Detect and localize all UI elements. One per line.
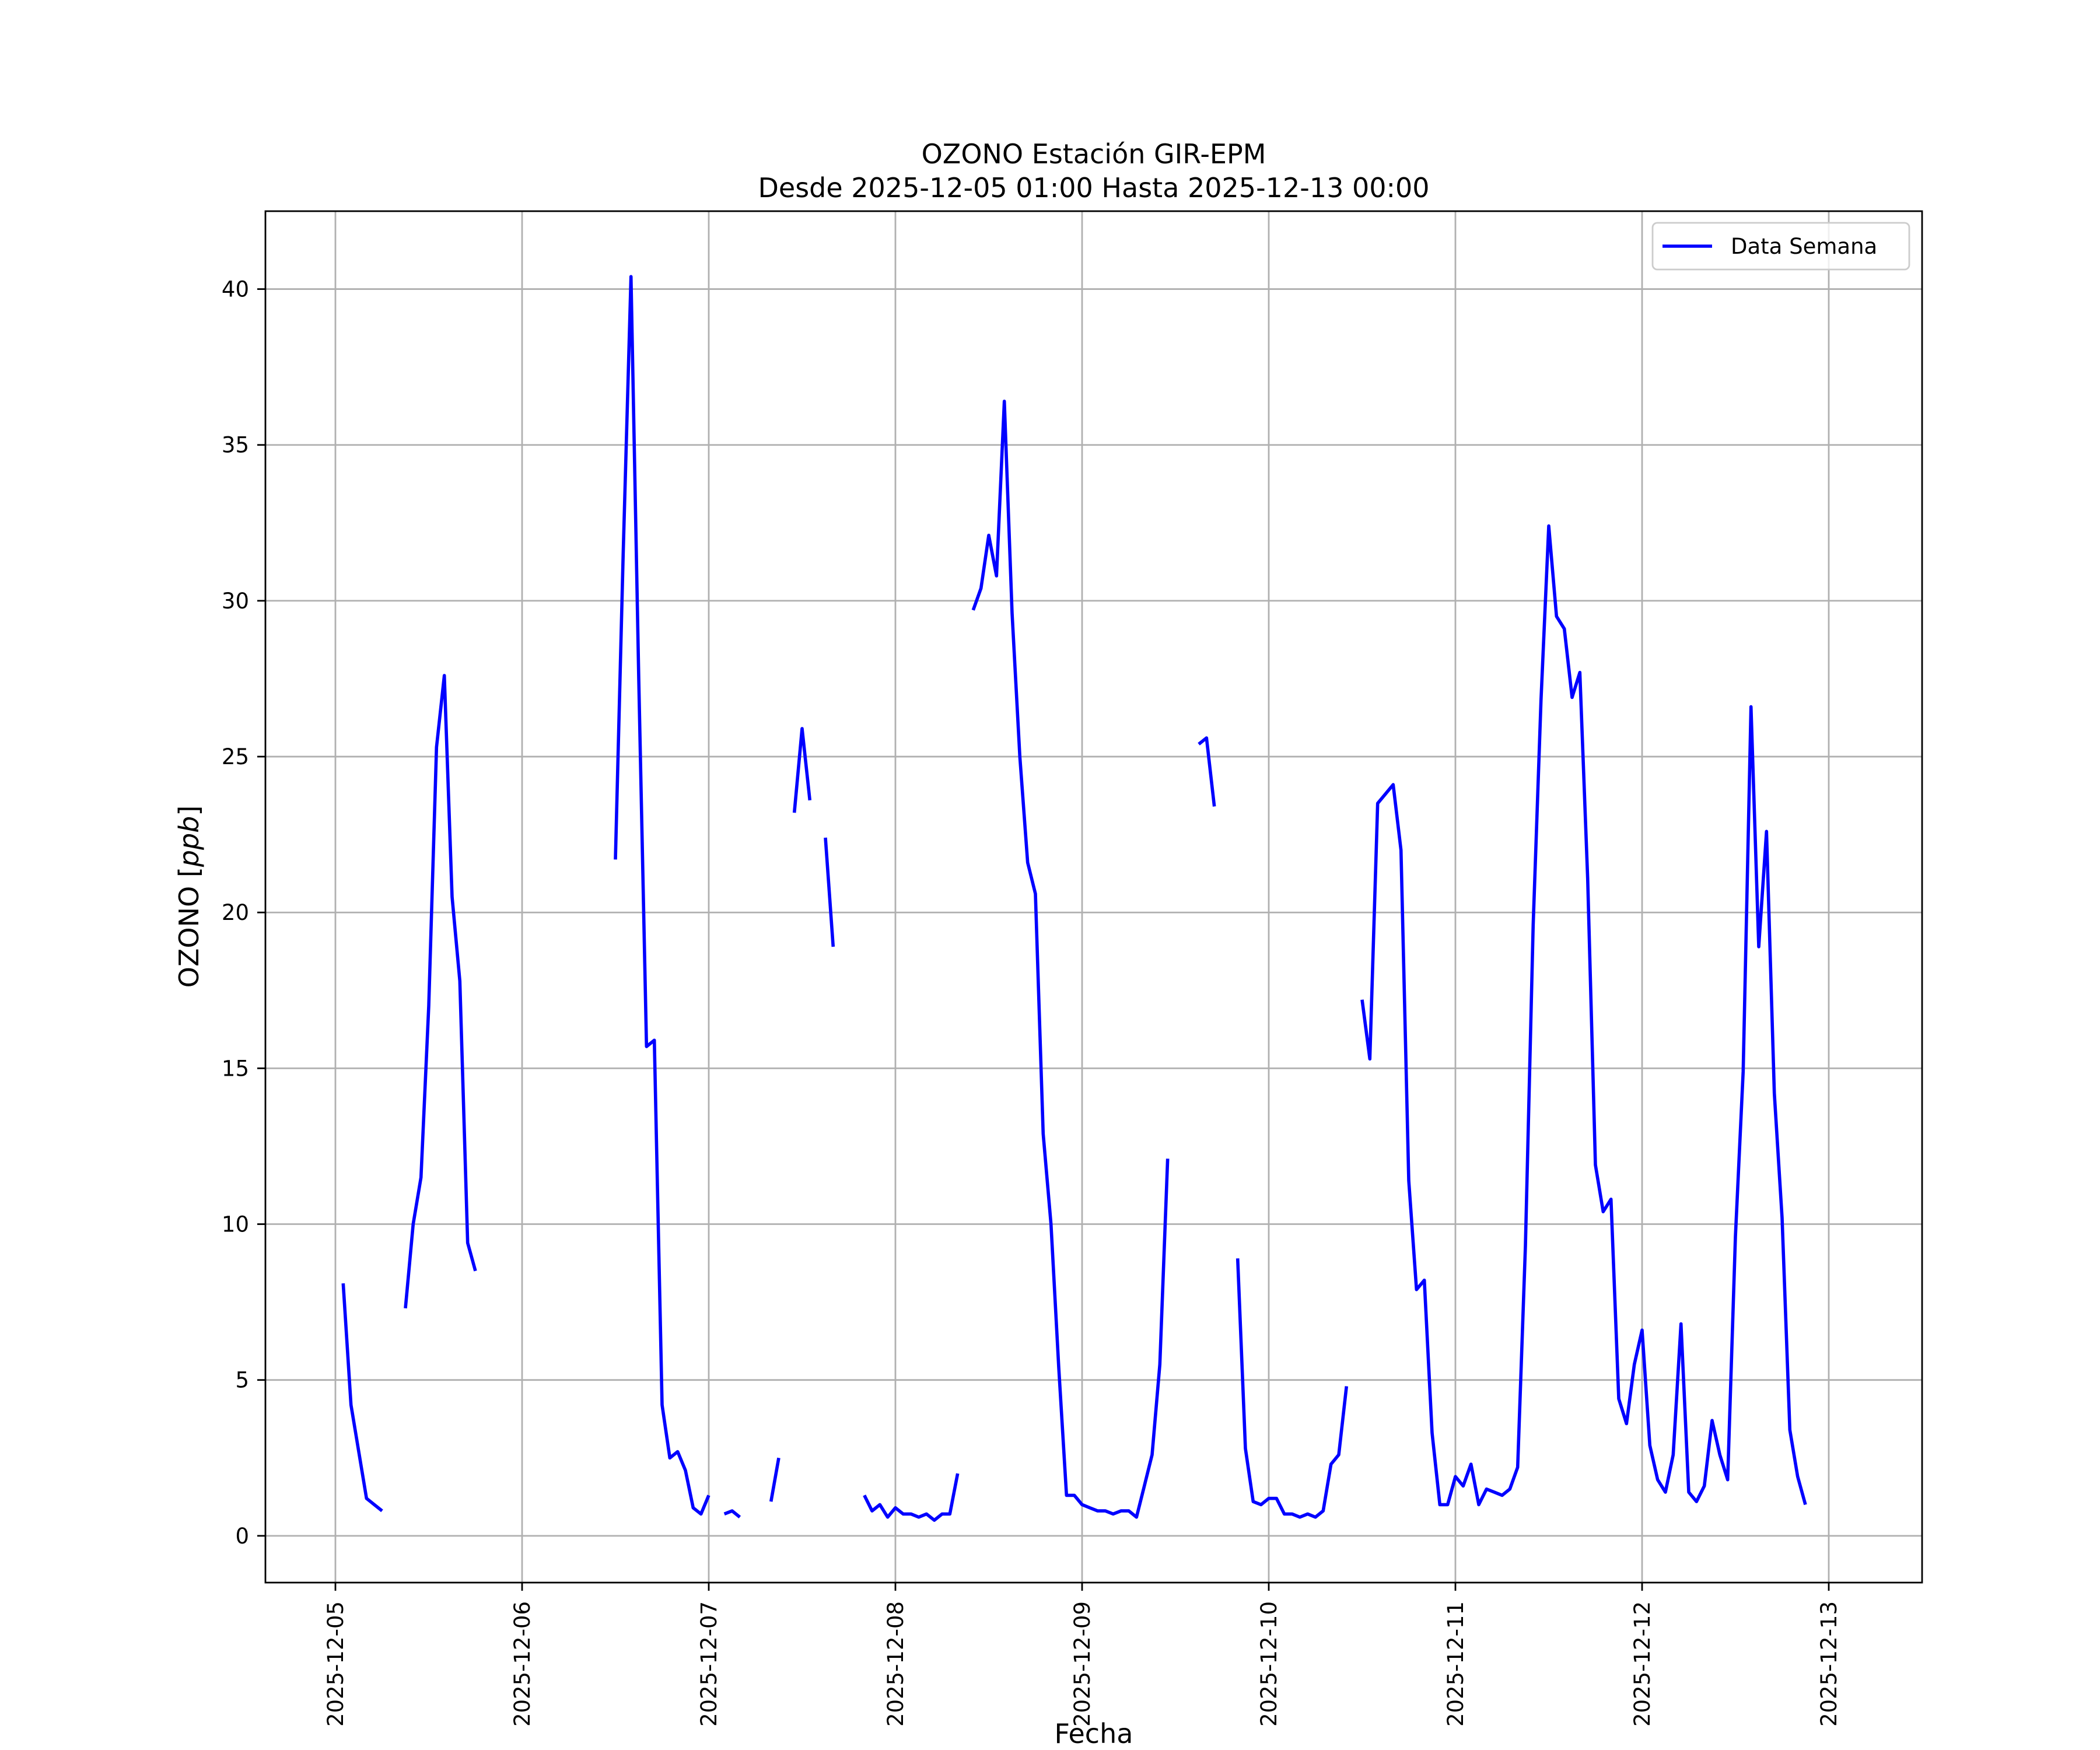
x-tick-label: 2025-12-12 [1630, 1601, 1655, 1727]
y-axis-label-close: ] [173, 806, 205, 816]
y-axis-label-main: OZONO [ [173, 867, 205, 988]
x-tick-label: 2025-12-09 [1070, 1601, 1095, 1727]
x-tick-labels: 2025-12-05 2025-12-06 2025-12-07 2025-12-08… [323, 1601, 1842, 1727]
x-tick-label: 2025-12-10 [1256, 1601, 1282, 1727]
y-tick-label: 5 [235, 1368, 249, 1393]
legend-box [1651, 222, 1910, 271]
legend-label-data-semana: Data Semana [1731, 234, 1877, 259]
chart-subtitle: Desde 2025-12-05 01:00 Hasta 2025-12-13 … [758, 172, 1429, 204]
y-tick-label: 20 [222, 900, 249, 925]
x-axis-label: Fecha [1055, 1718, 1133, 1749]
y-axis-label: OZONO [ppb] [173, 806, 205, 988]
y-tick-label: 35 [222, 433, 249, 458]
series-layer [341, 275, 1807, 1522]
y-tick-label: 10 [222, 1212, 249, 1237]
x-tick-label: 2025-12-13 [1817, 1601, 1842, 1727]
y-tick-label: 15 [222, 1056, 249, 1081]
plot-area-frame [264, 210, 1923, 1584]
series-segment-data-semana [863, 1473, 960, 1522]
series-segment-data-semana [824, 837, 835, 947]
tick-marks [257, 288, 1830, 1591]
series-segment-data-semana [341, 1283, 383, 1513]
series-segment-data-semana [723, 1509, 741, 1518]
series-segment-data-semana [1360, 524, 1807, 1507]
series-segment-data-semana [1236, 1258, 1349, 1519]
series-segment-data-semana [404, 674, 477, 1309]
x-tick-label: 2025-12-07 [696, 1601, 722, 1727]
y-axis-label-unit: ppb [173, 816, 205, 868]
y-tick-label: 25 [222, 744, 249, 769]
series-segment-data-semana [769, 1457, 780, 1502]
x-tick-label: 2025-12-05 [323, 1601, 348, 1727]
y-tick-label: 30 [222, 589, 249, 614]
x-tick-label: 2025-12-08 [883, 1601, 908, 1727]
x-tick-label: 2025-12-06 [510, 1601, 535, 1727]
series-segment-data-semana [792, 727, 812, 813]
series-segment-data-semana [1198, 736, 1216, 807]
series-segment-data-semana [614, 275, 710, 1516]
series-segment-data-semana [971, 400, 1170, 1519]
chart-title: OZONO Estación GIR-EPM [922, 138, 1266, 170]
x-tick-label: 2025-12-11 [1443, 1601, 1468, 1727]
y-tick-label: 40 [222, 277, 249, 302]
y-tick-label: 0 [235, 1524, 249, 1549]
y-tick-labels: 0 5 10 15 20 25 30 35 40 [222, 277, 249, 1549]
legend: Data Semana [1651, 222, 1910, 271]
